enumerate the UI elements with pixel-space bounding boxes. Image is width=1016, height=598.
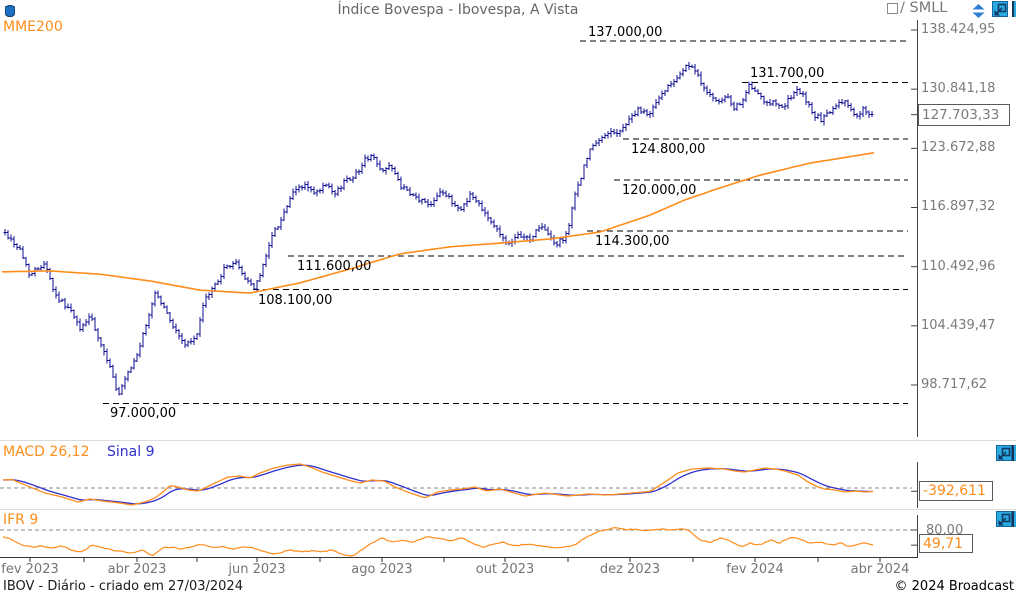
chart-description: IBOV - Diário - criado em 27/03/2024	[3, 579, 243, 594]
macd-signal-label: Sinal 9	[107, 444, 155, 460]
last-price-box: 127.703,33	[918, 103, 1010, 126]
maximize-ifr-panel-icon[interactable]	[996, 511, 1012, 527]
ifr-ref-level-label: 80,00	[926, 523, 964, 538]
page-title: Índice Bovespa - Ibovespa, A Vista	[337, 2, 579, 18]
maximize-macd-panel-icon[interactable]	[996, 445, 1012, 461]
copyright: © 2024 Broadcast	[894, 579, 1014, 594]
ifr-value: 49,71	[923, 535, 964, 552]
ifr-value-box: 49,71	[919, 534, 973, 553]
compare-smll-checkbox[interactable]	[887, 3, 898, 14]
macd-indicator-label: MACD 26,12	[3, 444, 90, 460]
macd-value: -392,611	[923, 483, 986, 499]
compare-smll-label: / SMLL	[900, 0, 948, 16]
macd-signal-line	[3, 464, 874, 505]
last-price-value: 127.703,33	[922, 106, 1000, 123]
ohlc-bars	[3, 62, 874, 396]
mme200-indicator-label: MME200	[3, 19, 63, 35]
macd-line	[2, 463, 874, 506]
ifr-line	[2, 526, 874, 557]
mme200-line	[2, 152, 875, 294]
scale-up-down-arrows-icon[interactable]	[972, 3, 985, 22]
ifr-indicator-label: IFR 9	[3, 512, 39, 528]
clipped-ifr-icon[interactable]	[1012, 511, 1016, 527]
macd-value-box: -392,611	[919, 481, 993, 501]
clipped-toolbar-icon[interactable]	[1012, 1, 1016, 17]
shield-icon	[4, 2, 16, 21]
clipped-macd-icon[interactable]	[1012, 445, 1016, 461]
maximize-price-panel-icon[interactable]	[992, 1, 1008, 17]
